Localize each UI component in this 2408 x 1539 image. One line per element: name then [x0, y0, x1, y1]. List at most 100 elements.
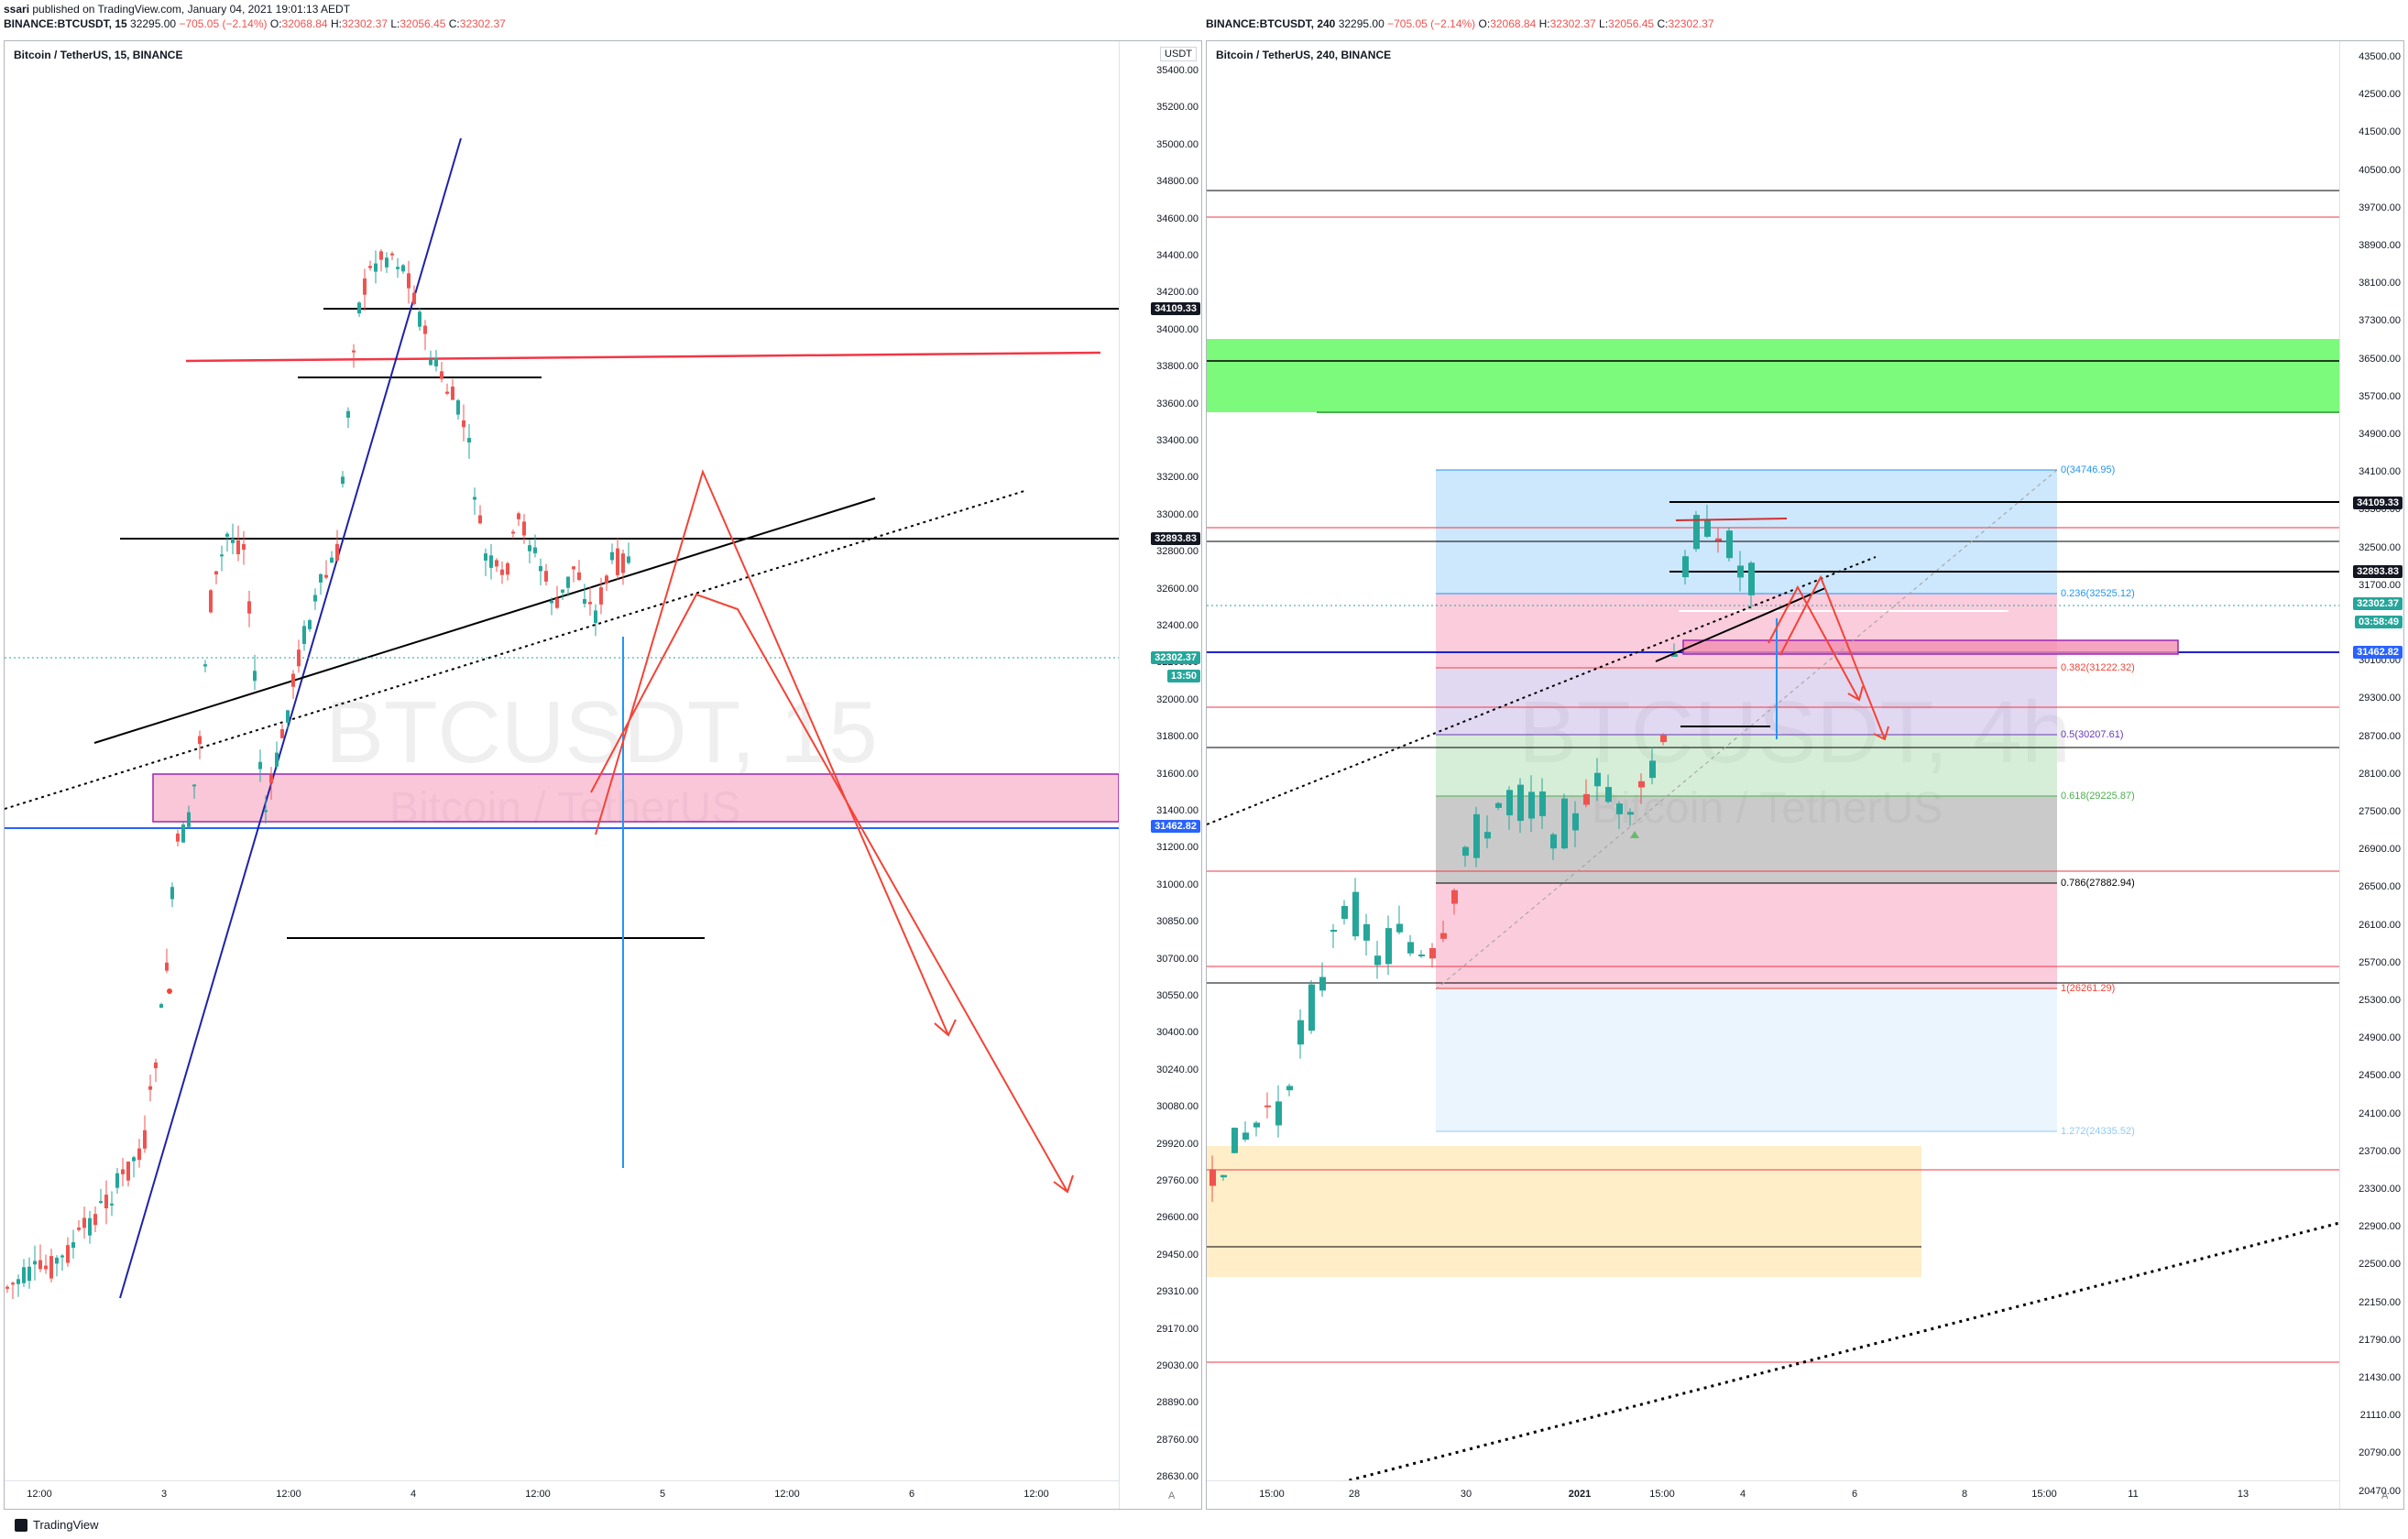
right-price-tick: 43500.00: [2359, 51, 2401, 62]
publish-info: ssari published on TradingView.com, Janu…: [4, 3, 350, 16]
left-candle-body: [181, 824, 185, 843]
right-candle-body: [1429, 947, 1436, 959]
left-price-tick: 31600.00: [1156, 768, 1199, 780]
right-price-tick: 22500.00: [2359, 1259, 2401, 1271]
right-candle-body: [1495, 802, 1502, 808]
left-tag-34109: 34109.33: [1151, 302, 1200, 315]
left-red-projection-1: [595, 469, 949, 1036]
left-candle-body: [594, 610, 597, 624]
left-candle-body: [165, 962, 169, 971]
left-candle-body: [275, 752, 279, 767]
left-candle-body: [176, 833, 180, 842]
left-price-tick: 34400.00: [1156, 250, 1199, 261]
left-candle-body: [88, 1217, 92, 1236]
right-price-tick: 22900.00: [2359, 1221, 2401, 1233]
right-price-tick: 36500.00: [2359, 353, 2401, 365]
left-candle-body: [374, 263, 378, 272]
right-candle-body: [1297, 1020, 1304, 1045]
right-candle-body: [1396, 923, 1403, 933]
left-price-tick: 34600.00: [1156, 213, 1199, 224]
left-chart-pane[interactable]: BTCUSDT, 15 Bitcoin / TetherUS Bitcoin /…: [4, 40, 1202, 1510]
right-price-tick: 39700.00: [2359, 202, 2401, 213]
left-price-tick: 29030.00: [1156, 1360, 1199, 1371]
left-price-tick: 30240.00: [1156, 1064, 1199, 1075]
right-chart-pane[interactable]: BTCUSDT, 4h Bitcoin / TetherUS Bitcoin /…: [1206, 40, 2404, 1510]
left-price-axis[interactable]: USDT 35400.00 35200.00 35000.00 34800.00 346…: [1119, 41, 1201, 1509]
right-price-tick: 31700.00: [2359, 579, 2401, 591]
fib-label: 1(26261.29): [2061, 983, 2116, 994]
left-candle-body: [407, 273, 410, 289]
right-time-tick: 6: [1851, 1489, 1858, 1500]
right-watermark-symbol: BTCUSDT, 4h: [1518, 682, 2071, 783]
left-auto-scale-button[interactable]: A: [1168, 1490, 1176, 1501]
left-change: −705.05 (−2.14%): [179, 17, 268, 30]
left-price-tick: 35200.00: [1156, 102, 1199, 114]
right-tag-countdown: 03:58:49: [2354, 616, 2403, 628]
left-tag-last-price: 32302.37: [1151, 651, 1200, 664]
r-c-label: C:: [1657, 17, 1669, 30]
right-red-projection-2: [1779, 574, 1886, 740]
r-l-value: 32056.45: [1608, 17, 1655, 30]
left-candle-body: [269, 774, 273, 784]
left-candle-body: [473, 497, 476, 500]
left-candle-body: [137, 1148, 141, 1161]
right-candle-body: [1539, 791, 1546, 816]
right-black-trend-segment: [1655, 587, 1826, 662]
published-text: published on TradingView.com, January 04…: [32, 3, 351, 16]
right-candle-body: [1275, 1101, 1282, 1126]
right-time-axis[interactable]: 15:00 28 30 2021 15:00 4 6 8 15:00 11 13: [1207, 1480, 2339, 1509]
left-candle-body: [330, 557, 334, 563]
left-candle-body: [363, 278, 367, 295]
left-candle-body: [264, 810, 268, 813]
left-candle-body: [44, 1265, 48, 1270]
right-candle-body: [1671, 654, 1678, 657]
r-o-label: O:: [1478, 17, 1491, 30]
left-time-axis[interactable]: 12:00 3 12:00 4 12:00 5 12:00 6 12:00: [5, 1480, 1119, 1509]
l-value: 32056.45: [400, 17, 446, 30]
right-price-tick: 21110.00: [2359, 1410, 2401, 1422]
left-candle-body: [66, 1245, 70, 1263]
left-candle-body: [522, 521, 526, 536]
left-price-tick: 31400.00: [1156, 805, 1199, 816]
left-price-tick: 33600.00: [1156, 398, 1199, 409]
right-pane-title: Bitcoin / TetherUS, 240, BINANCE: [1216, 49, 1392, 61]
right-price-axis[interactable]: 43500.00 42500.00 41500.00 40500.00 39700.00…: [2339, 41, 2403, 1509]
right-price-tick: 26900.00: [2359, 844, 2401, 856]
right-candle-body: [1242, 1132, 1249, 1141]
right-chart-canvas[interactable]: [1207, 41, 2339, 1510]
left-candle-body: [192, 784, 196, 787]
left-price-tick: 28890.00: [1156, 1397, 1199, 1409]
left-candle-body: [5, 1286, 9, 1289]
fib-label: 0.236(32525.12): [2061, 588, 2135, 599]
left-candle-body: [588, 602, 592, 605]
right-auto-scale-button[interactable]: A: [2381, 1490, 2389, 1501]
fib-label: 0.382(31222.32): [2061, 662, 2135, 673]
left-price-tick: 29310.00: [1156, 1286, 1199, 1298]
left-price-tick: 29450.00: [1156, 1249, 1199, 1261]
left-price-tick: 30400.00: [1156, 1027, 1199, 1039]
left-candle-body: [555, 598, 559, 608]
tradingview-logo-icon: [15, 1518, 27, 1532]
right-candle-body: [1517, 784, 1524, 822]
left-chart-canvas[interactable]: [5, 41, 1119, 1510]
right-candle-body: [1715, 538, 1722, 541]
left-candle-body: [462, 420, 465, 428]
right-arrowhead-1: [1847, 685, 1864, 702]
right-candle-body: [1385, 928, 1392, 965]
left-candle-body: [302, 626, 306, 644]
left-candle-body: [478, 515, 482, 524]
right-tag-34109: 34109.33: [2353, 497, 2403, 509]
right-time-tick: 15:00: [1649, 1489, 1675, 1500]
left-candle-body: [423, 325, 427, 334]
right-price-tick: 38900.00: [2359, 240, 2401, 251]
left-time-tick: 4: [410, 1489, 417, 1500]
currency-badge[interactable]: USDT: [1160, 47, 1197, 61]
right-price-tick: 34100.00: [2359, 466, 2401, 478]
right-red-short-line: [1675, 518, 1788, 521]
right-time-tick: 15:00: [1259, 1489, 1285, 1500]
right-price-tick: 40500.00: [2359, 164, 2401, 176]
right-price-tick: 23300.00: [2359, 1184, 2401, 1195]
right-candle-body: [1605, 787, 1612, 802]
right-candle-body: [1484, 832, 1491, 839]
left-candle-body: [489, 555, 493, 568]
